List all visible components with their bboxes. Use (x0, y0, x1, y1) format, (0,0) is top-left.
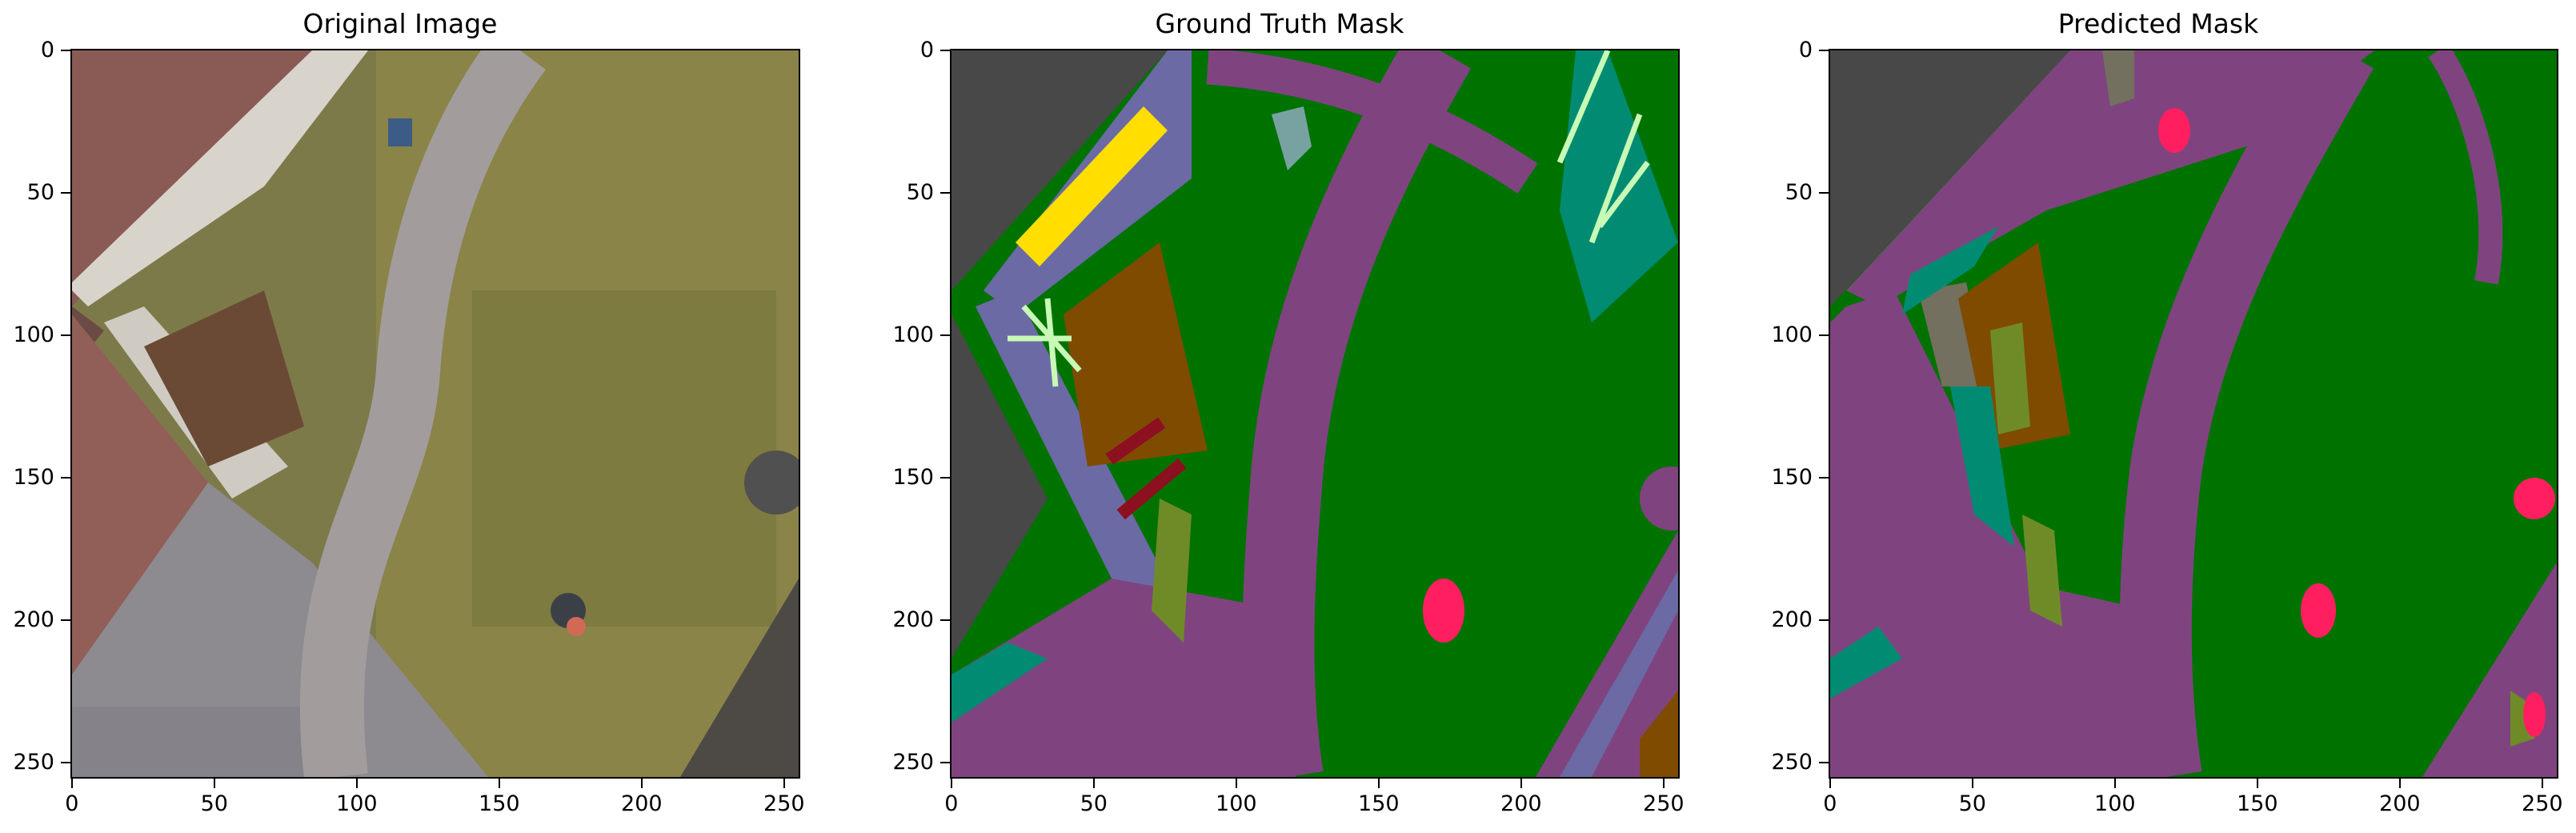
x-tick-label: 150 (2237, 791, 2278, 816)
x-tick-label: 200 (621, 791, 663, 816)
x-tick-label: 50 (200, 791, 228, 816)
x-tick (2256, 779, 2258, 788)
ground-truth-mask-image (951, 50, 1678, 777)
y-tick-label: 250 (13, 749, 54, 775)
panel-original-image: Original Image (0, 0, 804, 833)
y-tick (940, 476, 950, 479)
y-tick (1819, 191, 1829, 194)
y-tick-label: 150 (13, 464, 54, 490)
x-tick (1520, 779, 1522, 788)
panel-predicted-mask: Predicted Mask (1758, 0, 2562, 833)
x-tick-label: 150 (479, 791, 520, 816)
predicted-mask-image (1830, 50, 2557, 777)
y-tick-label: 0 (919, 37, 934, 62)
x-tick (2541, 779, 2543, 788)
y-tick (940, 334, 950, 336)
y-tick (61, 619, 70, 621)
x-tick-label: 150 (1358, 791, 1400, 816)
x-tick (70, 779, 73, 788)
x-tick-label: 250 (1643, 791, 1685, 816)
x-tick (783, 779, 785, 788)
x-tick (2113, 779, 2116, 788)
y-tick-label: 0 (40, 37, 54, 62)
y-tick (61, 191, 70, 194)
y-tick-label: 250 (892, 749, 934, 775)
y-tick (61, 49, 70, 51)
y-tick (61, 476, 70, 479)
x-tick (1971, 779, 1973, 788)
x-tick (950, 779, 952, 788)
y-tick-label: 150 (892, 464, 934, 490)
y-tick-label: 200 (892, 607, 934, 632)
x-tick-label: 250 (2522, 791, 2563, 816)
x-tick (355, 779, 358, 788)
y-tick-label: 50 (26, 179, 54, 205)
y-tick-label: 100 (892, 322, 934, 347)
x-tick-label: 200 (2379, 791, 2421, 816)
y-tick (61, 334, 70, 336)
x-tick-label: 100 (2094, 791, 2136, 816)
x-tick (213, 779, 215, 788)
y-tick-label: 50 (1785, 179, 1813, 205)
panel-ground-truth-mask: Ground Truth Mask (879, 0, 1684, 833)
x-tick (2398, 779, 2401, 788)
x-tick-label: 0 (65, 791, 79, 816)
y-tick-label: 250 (1771, 749, 1813, 775)
image-axes (1829, 49, 2558, 779)
x-tick-label: 200 (1500, 791, 1542, 816)
x-tick (1829, 779, 1831, 788)
x-tick-label: 50 (1958, 791, 1986, 816)
y-tick (61, 761, 70, 763)
x-tick-label: 100 (336, 791, 378, 816)
y-tick (1819, 761, 1829, 763)
panel-title: Ground Truth Mask (1155, 8, 1404, 39)
x-tick-label: 0 (944, 791, 959, 816)
panel-title: Predicted Mask (2057, 8, 2259, 39)
y-tick (940, 191, 950, 194)
x-tick (1662, 779, 1665, 788)
y-tick (1819, 334, 1829, 336)
y-tick-label: 200 (1771, 607, 1813, 632)
y-tick (940, 619, 950, 621)
y-tick-label: 100 (1771, 322, 1813, 347)
x-tick (640, 779, 643, 788)
image-axes (950, 49, 1680, 779)
x-tick (498, 779, 500, 788)
y-tick-label: 50 (906, 179, 934, 205)
y-tick-label: 100 (13, 322, 54, 347)
y-tick (1819, 49, 1829, 51)
x-tick (1235, 779, 1237, 788)
x-tick-label: 250 (763, 791, 805, 816)
x-tick-label: 100 (1216, 791, 1257, 816)
image-axes (70, 49, 800, 779)
y-tick-label: 200 (13, 607, 54, 632)
y-tick (1819, 619, 1829, 621)
x-tick (1092, 779, 1095, 788)
aerial-photo (72, 50, 799, 777)
x-tick (1377, 779, 1380, 788)
y-tick-label: 0 (1798, 37, 1813, 62)
y-tick (940, 49, 950, 51)
y-tick (940, 761, 950, 763)
x-tick-label: 0 (1823, 791, 1837, 816)
x-tick-label: 50 (1080, 791, 1108, 816)
panel-title: Original Image (302, 8, 498, 39)
y-tick (1819, 476, 1829, 479)
y-tick-label: 150 (1771, 464, 1813, 490)
